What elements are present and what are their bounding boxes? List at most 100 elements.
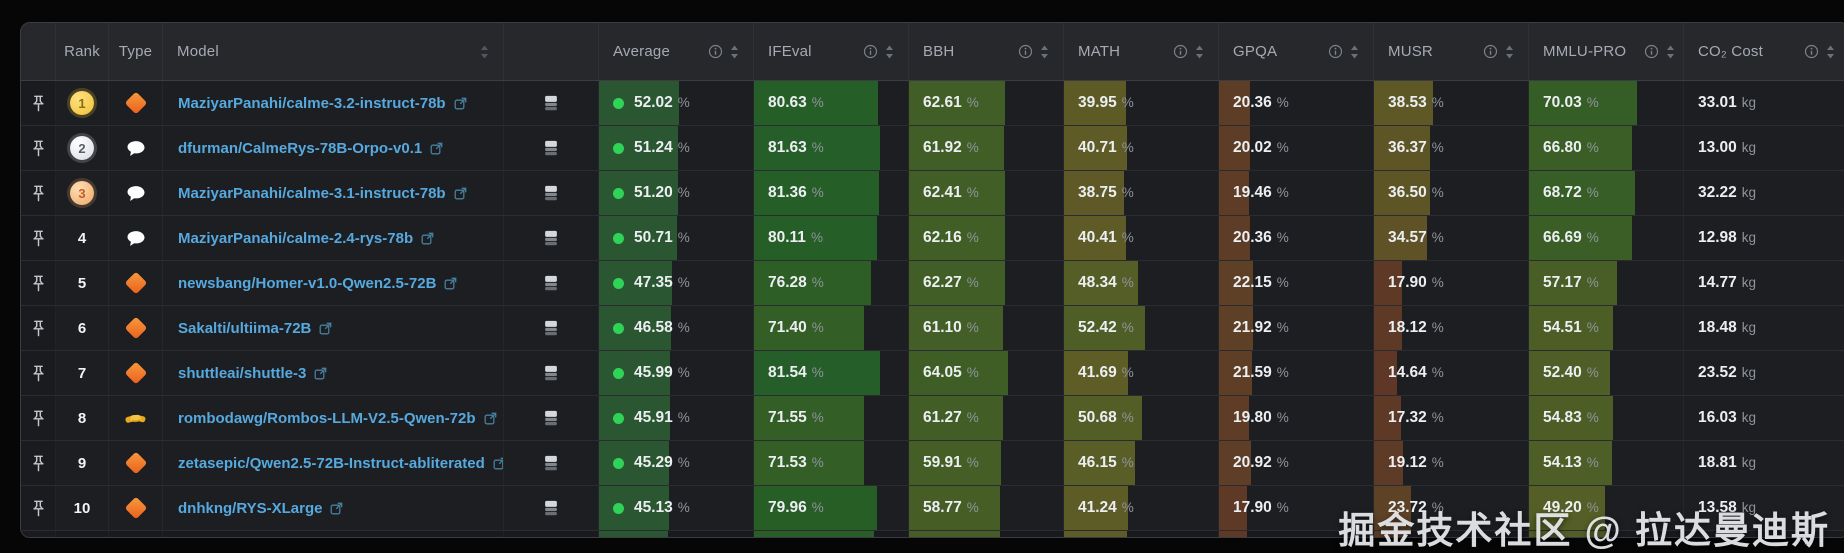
value-bar: [754, 171, 880, 215]
model-link[interactable]: zetasepic/Qwen2.5-72B-Instruct-abliterat…: [178, 455, 503, 472]
pin-row-button[interactable]: [21, 261, 55, 305]
sort-arrows-icon[interactable]: [1350, 45, 1359, 59]
sort-arrows-icon[interactable]: [730, 45, 739, 59]
pushpin-icon: [32, 455, 44, 471]
info-icon[interactable]: [1328, 44, 1343, 59]
sort-arrows-icon[interactable]: [480, 45, 489, 59]
pin-row-button[interactable]: [21, 216, 55, 260]
value-bar: [754, 216, 878, 260]
metric-value: 80.63%: [768, 94, 824, 111]
metric-value: 62.41%: [923, 184, 979, 201]
metric-value: 54.83%: [1543, 409, 1599, 426]
value-bar: [1064, 531, 1128, 537]
column-header-bbh[interactable]: BBH: [909, 23, 1064, 80]
math-cell: 41.24%: [1064, 486, 1219, 530]
model-link[interactable]: rombodawg/Rombos-LLM-V2.5-Qwen-72b: [178, 410, 497, 427]
info-icon[interactable]: [1018, 44, 1033, 59]
pin-cell: [21, 441, 56, 485]
model-link[interactable]: MaziyarPanahi/calme-3.1-instruct-78b: [178, 185, 467, 202]
pin-row-button[interactable]: [21, 306, 55, 350]
column-header-gpqa[interactable]: GPQA: [1219, 23, 1374, 80]
co2-value: 18.48 kg: [1698, 319, 1757, 336]
sort-arrows-icon[interactable]: [885, 45, 894, 59]
model-link[interactable]: shuttleai/shuttle-3: [178, 365, 327, 382]
model-details-button[interactable]: [504, 306, 598, 350]
external-link-icon: [430, 142, 443, 154]
model-details-button[interactable]: [504, 261, 598, 305]
model-link[interactable]: MaziyarPanahi/calme-2.4-rys-78b: [178, 230, 434, 247]
pin-row-button[interactable]: [21, 81, 55, 125]
metric-value: 80.11%: [768, 229, 823, 246]
info-icon[interactable]: [1483, 44, 1498, 59]
column-header-co2[interactable]: CO₂ Cost: [1684, 23, 1844, 80]
info-icon[interactable]: [1804, 44, 1819, 59]
sort-arrows-icon[interactable]: [1040, 45, 1049, 59]
model-details-button[interactable]: [504, 126, 598, 170]
sort-arrows-icon[interactable]: [1195, 45, 1204, 59]
table-row-partial: [21, 531, 1844, 537]
table-row: 3 MaziyarPanahi/calme-3.1-instruct-78b 5…: [21, 171, 1844, 216]
value-bar: [1374, 171, 1431, 215]
model-link[interactable]: Sakalti/ultiima-72B: [178, 320, 332, 337]
metric-value: 61.10%: [923, 319, 979, 336]
value-bar: [1064, 171, 1124, 215]
pin-row-button[interactable]: [21, 126, 55, 170]
value-bar: [599, 441, 669, 485]
details-cell: [504, 261, 599, 305]
model-name: MaziyarPanahi/calme-2.4-rys-78b: [178, 229, 414, 247]
model-details-button[interactable]: [504, 171, 598, 215]
pin-row-button[interactable]: [21, 171, 55, 215]
model-link[interactable]: dnhkng/RYS-XLarge: [178, 500, 343, 517]
musr-cell: 34.57%: [1374, 216, 1529, 260]
pushpin-icon: [32, 230, 44, 246]
metric-value: 45.91%: [613, 409, 690, 427]
model-link[interactable]: dfurman/CalmeRys-78B-Orpo-v0.1: [178, 140, 443, 157]
column-header-model[interactable]: Model: [163, 23, 504, 80]
model-link[interactable]: newsbang/Homer-v1.0-Qwen2.5-72B: [178, 275, 457, 292]
header-controls: [855, 44, 894, 59]
rank-cell: 2: [56, 126, 109, 170]
co2-cell: 12.98 kg: [1684, 216, 1844, 260]
rank-cell: 9: [56, 441, 109, 485]
column-header-mmlu_pro[interactable]: MMLU-PRO: [1529, 23, 1684, 80]
value-bar: [1374, 441, 1404, 485]
model-details-button[interactable]: [504, 441, 598, 485]
column-header-average[interactable]: Average: [599, 23, 754, 80]
pin-row-button[interactable]: [21, 486, 55, 530]
column-header-musr[interactable]: MUSR: [1374, 23, 1529, 80]
model-details-button[interactable]: [504, 486, 598, 530]
info-icon[interactable]: [1644, 44, 1659, 59]
ifeval-cell: 80.11%: [754, 216, 909, 260]
table-row: 2 dfurman/CalmeRys-78B-Orpo-v0.1 51.24% …: [21, 126, 1844, 171]
math-cell: 40.41%: [1064, 216, 1219, 260]
rank-value: 8: [77, 409, 87, 427]
value-bar: [1374, 351, 1397, 395]
musr-cell: 17.90%: [1374, 261, 1529, 305]
model-link[interactable]: MaziyarPanahi/calme-3.2-instruct-78b: [178, 95, 467, 112]
info-icon[interactable]: [708, 44, 723, 59]
sort-arrows-icon[interactable]: [1505, 45, 1514, 59]
sort-arrows-icon[interactable]: [1826, 45, 1835, 59]
value-bar: [1064, 441, 1136, 485]
pin-row-button[interactable]: [21, 351, 55, 395]
info-icon[interactable]: [1173, 44, 1188, 59]
database-icon: [545, 455, 557, 471]
model-details-button[interactable]: [504, 81, 598, 125]
model-details-button[interactable]: [504, 351, 598, 395]
model-name: dnhkng/RYS-XLarge: [178, 499, 323, 517]
model-details-button[interactable]: [504, 216, 598, 260]
fine-tuned-diamond-icon: [124, 496, 147, 520]
value-bar: [909, 441, 1002, 485]
details-cell: [504, 486, 599, 530]
pin-row-button[interactable]: [21, 396, 55, 440]
column-header-math[interactable]: MATH: [1064, 23, 1219, 80]
column-header-ifeval[interactable]: IFEval: [754, 23, 909, 80]
pin-row-button[interactable]: [21, 441, 55, 485]
chat-bubble-icon: [127, 230, 144, 246]
info-icon[interactable]: [863, 44, 878, 59]
model-details-button[interactable]: [504, 396, 598, 440]
pushpin-icon: [32, 95, 44, 111]
metric-value: 68.72%: [1543, 184, 1599, 201]
sort-arrows-icon[interactable]: [1666, 45, 1675, 59]
header-controls: [1796, 44, 1835, 59]
